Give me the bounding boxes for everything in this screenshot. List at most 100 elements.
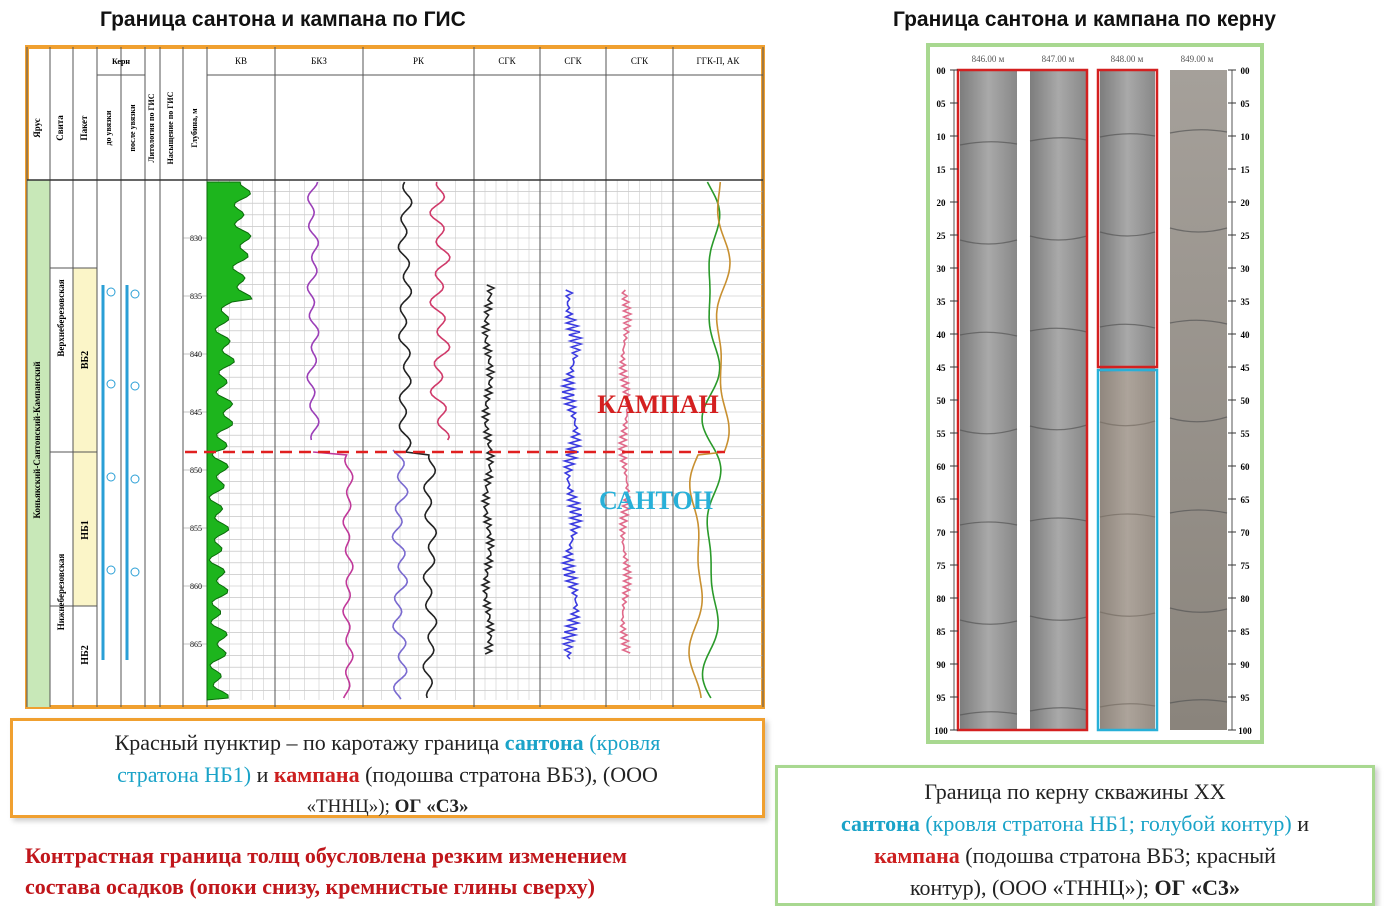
scale-label: 00 [1241,66,1251,76]
scale-label: 40 [1241,330,1251,340]
scale-label: 35 [1241,297,1251,307]
scale-label: 65 [937,495,947,505]
conclusion: Контрастная граница толщ обусловлена рез… [25,840,627,902]
scale-label: 10 [1241,132,1251,142]
core-depth: 849.00 м [1181,54,1214,64]
column-header: Насыщение по ГИС [166,91,175,164]
column-header: Пакет [79,115,89,140]
scale-label: 65 [1241,495,1251,505]
run: и [251,762,274,787]
slide: Ярус Свита Пакет Керн до увязки после увязки Л… [0,0,1389,906]
depth-tick-label: 860 [190,582,202,591]
column-header: Литология по ГИС [147,93,156,162]
scale-label: 55 [937,429,947,439]
suite-label: Нижнеберезовская [56,554,66,631]
run: ОГ «С3» [1155,875,1241,900]
column-header: Керн [112,57,130,66]
scale-label: 45 [937,363,947,373]
scale-label: 85 [1241,627,1251,637]
stage-label: Коньякский-Сантонский-Кампанский [32,361,42,518]
log-column-header: СГК [631,56,649,66]
core-photo [1170,70,1227,730]
run: кампана [874,843,960,868]
run: (подошва стратона ВБ3; красный [960,843,1276,868]
scale-label: 75 [1241,561,1251,571]
scale-label: 05 [1241,99,1251,109]
run: Красный пунктир – по каротажу граница [115,730,505,755]
scale-label: 85 [937,627,947,637]
run: контур), (ООО «ТННЦ»); [910,875,1155,900]
column-header: Ярус [32,118,42,138]
scale-label: 100 [1238,726,1252,736]
run: «ТННЦ»); [307,796,395,817]
scale-label: 30 [1241,264,1251,274]
scale-label: 25 [1241,231,1251,241]
pack-fill [73,268,97,606]
run: стратона НБ1) [117,762,251,787]
run: сантона [505,730,584,755]
depth-tick-label: 845 [190,408,202,417]
scale-label: 35 [937,297,947,307]
core-depth: 847.00 м [1042,54,1075,64]
run: ОГ «С3» [395,796,469,817]
column-header: Глубина, м [190,108,199,148]
scale-label: 60 [1241,462,1251,472]
scale-label: 20 [937,198,947,208]
depth-tick-label: 840 [190,350,202,359]
scale-label: 80 [937,594,947,604]
suite-label: Верхнеберезовская [56,279,66,356]
depth-tick-label: 850 [190,466,202,475]
scale-label: 00 [937,66,947,76]
log-column-header: БКЗ [311,56,327,66]
pack-label: НБ2 [80,645,91,664]
depth-tick-label: 865 [190,640,202,649]
santon-label: САНТОН [599,486,713,515]
scale-label: 50 [937,396,947,406]
log-column-header: КВ [235,56,247,66]
core-photo [960,70,1017,730]
core-depth: 848.00 м [1111,54,1144,64]
scale-label: 90 [1241,660,1251,670]
scale-label: 95 [1241,693,1251,703]
scale-label: 20 [1241,198,1251,208]
scale-label: 05 [937,99,947,109]
run: (кровля стратона НБ1; голубой контур) [920,811,1292,836]
right-caption: Граница по керну скважины ХХ сантона (кр… [775,765,1375,906]
core-depth: 846.00 м [972,54,1005,64]
right-title: Граница сантона и кампана по керну [893,8,1276,32]
campan-label: КАМПАН [597,390,718,419]
column-header: до увязки [104,110,113,145]
scale-label: 45 [1241,363,1251,373]
run: кампана [274,762,360,787]
run: (кровля [584,730,661,755]
scale-label: 70 [937,528,947,538]
scale-label: 80 [1241,594,1251,604]
log-column-header: РК [413,56,425,66]
depth-tick-label: 830 [190,234,202,243]
run: и [1292,811,1309,836]
scale-label: 60 [937,462,947,472]
depth-tick-label: 855 [190,524,202,533]
depth-tick-label: 835 [190,292,202,301]
core-photo [1030,70,1087,730]
scale-label: 55 [1241,429,1251,439]
scale-label: 15 [1241,165,1251,175]
scale-label: 10 [937,132,947,142]
column-header: после увязки [128,104,137,152]
log-column-header: СГК [498,56,516,66]
run: (подошва стратона ВБ3), (ООО [360,762,658,787]
scale-label: 30 [937,264,947,274]
conclusion-line: состава осадков (опоки снизу, кремнистые… [25,871,627,902]
log-column-header: ГГК-П, АК [697,56,741,66]
scale-label: 70 [1241,528,1251,538]
conclusion-line: Контрастная граница толщ обусловлена рез… [25,840,627,871]
left-caption: Красный пунктир – по каротажу граница са… [10,718,765,818]
run: сантона [841,811,920,836]
scale-label: 100 [934,726,948,736]
left-title: Граница сантона и кампана по ГИС [100,8,466,32]
pack-label: ВБ2 [80,351,91,369]
pack-label: НБ1 [80,520,91,539]
column-header: Свита [55,115,65,141]
run: Граница по керну скважины ХХ [924,779,1225,804]
scale-label: 50 [1241,396,1251,406]
